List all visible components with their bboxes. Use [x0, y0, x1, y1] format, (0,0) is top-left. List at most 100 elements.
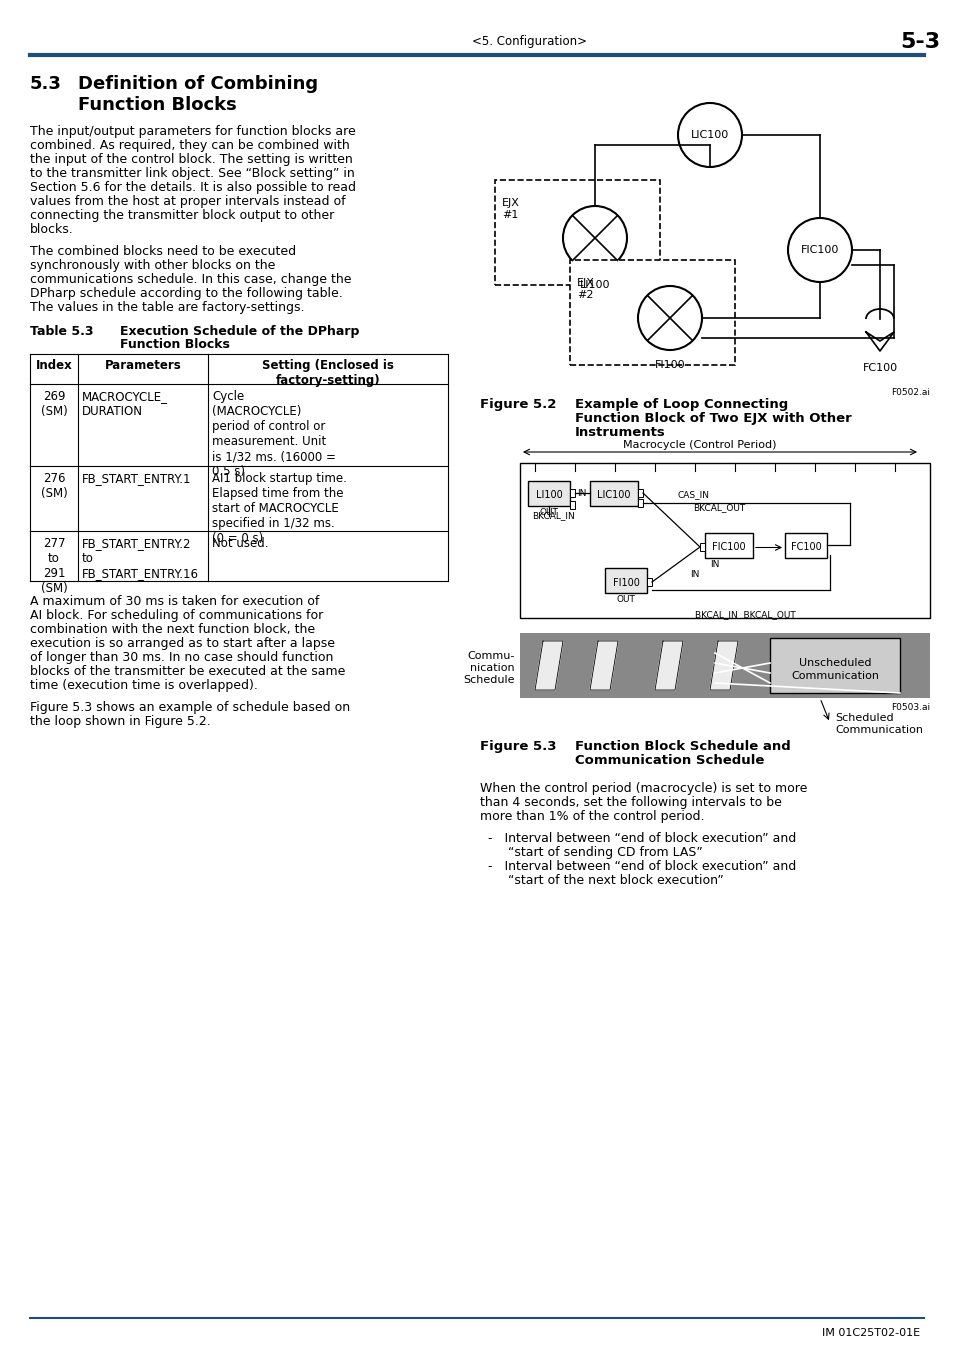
Bar [646, 578, 651, 586]
Text: FI100: FI100 [612, 578, 639, 587]
Text: Function Blocks: Function Blocks [120, 338, 230, 351]
Text: Figure 5.3: Figure 5.3 [479, 740, 556, 753]
Bar [589, 481, 638, 506]
Bar [769, 639, 899, 693]
Text: IN: IN [689, 570, 699, 579]
Text: values from the host at proper intervals instead of: values from the host at proper intervals… [30, 194, 345, 208]
Text: #1: #1 [501, 211, 517, 220]
Text: FIC100: FIC100 [712, 543, 745, 552]
Bar [519, 633, 929, 698]
Text: FIC100: FIC100 [800, 244, 839, 255]
Text: Schedule: Schedule [463, 675, 515, 684]
Bar [700, 543, 704, 551]
Text: EJX: EJX [577, 278, 595, 288]
Text: Communication: Communication [790, 671, 878, 680]
Bar [704, 533, 752, 558]
Text: Instruments: Instruments [575, 427, 665, 439]
Text: MACROCYCLE_
DURATION: MACROCYCLE_ DURATION [82, 390, 168, 418]
Bar [495, 180, 659, 285]
Text: BKCAL_OUT: BKCAL_OUT [692, 504, 744, 512]
Text: Function Block of Two EJX with Other: Function Block of Two EJX with Other [575, 412, 851, 425]
Text: Function Blocks: Function Blocks [78, 96, 236, 113]
Text: The combined blocks need to be executed: The combined blocks need to be executed [30, 244, 295, 258]
Bar [604, 568, 646, 593]
Text: The input/output parameters for function blocks are: The input/output parameters for function… [30, 126, 355, 138]
Text: OUT: OUT [539, 508, 558, 517]
Text: #2: #2 [577, 290, 593, 300]
Text: connecting the transmitter block output to other: connecting the transmitter block output … [30, 209, 334, 221]
Text: IN: IN [577, 489, 586, 498]
Text: FB_START_ENTRY.2
to
FB_START_ENTRY.16: FB_START_ENTRY.2 to FB_START_ENTRY.16 [82, 537, 199, 580]
Text: synchronously with other blocks on the: synchronously with other blocks on the [30, 259, 275, 271]
Bar [638, 489, 642, 497]
Text: A maximum of 30 ms is taken for execution of: A maximum of 30 ms is taken for executio… [30, 595, 319, 608]
Text: Figure 5.2: Figure 5.2 [479, 398, 556, 410]
Text: 269
(SM): 269 (SM) [41, 390, 68, 418]
Text: Definition of Combining: Definition of Combining [78, 76, 317, 93]
Text: F0503.ai: F0503.ai [890, 703, 929, 711]
Text: Parameters: Parameters [105, 359, 181, 373]
Text: FC100: FC100 [790, 543, 821, 552]
Text: Figure 5.3 shows an example of schedule based on: Figure 5.3 shows an example of schedule … [30, 701, 350, 714]
Text: “start of the next block execution”: “start of the next block execution” [479, 873, 723, 887]
Text: to the transmitter link object. See “Block setting” in: to the transmitter link object. See “Blo… [30, 167, 355, 180]
Text: CAS_IN: CAS_IN [678, 490, 709, 500]
Polygon shape [655, 641, 682, 690]
Bar [569, 261, 734, 364]
Text: than 4 seconds, set the following intervals to be: than 4 seconds, set the following interv… [479, 796, 781, 809]
Bar [569, 501, 575, 509]
Text: EJX: EJX [501, 198, 519, 208]
Text: IM 01C25T02-01E: IM 01C25T02-01E [821, 1328, 919, 1338]
Text: AI1 block startup time.
Elapsed time from the
start of MACROCYCLE
specified in 1: AI1 block startup time. Elapsed time fro… [212, 472, 347, 545]
Text: 5.3: 5.3 [30, 76, 62, 93]
Text: Communication: Communication [834, 725, 923, 734]
Text: LIC100: LIC100 [597, 490, 630, 501]
Text: Macrocycle (Control Period): Macrocycle (Control Period) [622, 440, 776, 450]
Text: nication: nication [470, 663, 515, 674]
Text: communications schedule. In this case, change the: communications schedule. In this case, c… [30, 273, 351, 286]
Text: LIC100: LIC100 [690, 130, 728, 140]
Text: more than 1% of the control period.: more than 1% of the control period. [479, 810, 703, 824]
Text: Function Block Schedule and: Function Block Schedule and [575, 740, 790, 753]
Text: The values in the table are factory-settings.: The values in the table are factory-sett… [30, 301, 304, 315]
Text: BKCAL_IN  BKCAL_OUT: BKCAL_IN BKCAL_OUT [695, 610, 795, 620]
Text: blocks.: blocks. [30, 223, 73, 236]
Polygon shape [709, 641, 738, 690]
Text: Not used.: Not used. [212, 537, 268, 549]
Text: Unscheduled: Unscheduled [798, 657, 870, 668]
Bar [638, 500, 642, 508]
Text: Table 5.3: Table 5.3 [30, 325, 93, 338]
Text: blocks of the transmitter be executed at the same: blocks of the transmitter be executed at… [30, 666, 345, 678]
Text: “start of sending CD from LAS”: “start of sending CD from LAS” [479, 846, 702, 859]
Text: 277
to
291
(SM): 277 to 291 (SM) [41, 537, 68, 595]
Text: IN: IN [709, 560, 719, 568]
Text: Scheduled: Scheduled [834, 713, 893, 724]
Text: F0502.ai: F0502.ai [890, 387, 929, 397]
Text: Commu-: Commu- [467, 651, 515, 661]
Polygon shape [535, 641, 562, 690]
Text: When the control period (macrocycle) is set to more: When the control period (macrocycle) is … [479, 782, 806, 795]
Text: FB_START_ENTRY.1: FB_START_ENTRY.1 [82, 472, 192, 485]
Text: OUT: OUT [616, 595, 635, 603]
Text: 5-3: 5-3 [899, 32, 939, 53]
Text: Setting (Enclosed is
factory-setting): Setting (Enclosed is factory-setting) [262, 359, 394, 387]
Text: AI block. For scheduling of communications for: AI block. For scheduling of communicatio… [30, 609, 323, 622]
Text: FI100: FI100 [654, 360, 684, 370]
Text: -   Interval between “end of block execution” and: - Interval between “end of block executi… [479, 832, 796, 845]
Text: BKCAL_IN: BKCAL_IN [532, 512, 574, 520]
Text: execution is so arranged as to start after a lapse: execution is so arranged as to start aft… [30, 637, 335, 649]
Text: the loop shown in Figure 5.2.: the loop shown in Figure 5.2. [30, 716, 211, 728]
Text: Execution Schedule of the DPharp: Execution Schedule of the DPharp [120, 325, 359, 338]
Text: -   Interval between “end of block execution” and: - Interval between “end of block executi… [479, 860, 796, 873]
Text: LI100: LI100 [535, 490, 561, 501]
Text: combined. As required, they can be combined with: combined. As required, they can be combi… [30, 139, 350, 153]
Polygon shape [589, 641, 618, 690]
Bar [784, 533, 826, 558]
Text: time (execution time is overlapped).: time (execution time is overlapped). [30, 679, 257, 693]
Text: Cycle
(MACROCYCLE)
period of control or
measurement. Unit
is 1/32 ms. (16000 =
0: Cycle (MACROCYCLE) period of control or … [212, 390, 335, 478]
Text: Example of Loop Connecting: Example of Loop Connecting [575, 398, 787, 410]
Text: Index: Index [35, 359, 72, 373]
Bar [569, 489, 575, 497]
Text: DPharp schedule according to the following table.: DPharp schedule according to the followi… [30, 288, 342, 300]
Text: Section 5.6 for the details. It is also possible to read: Section 5.6 for the details. It is also … [30, 181, 355, 194]
